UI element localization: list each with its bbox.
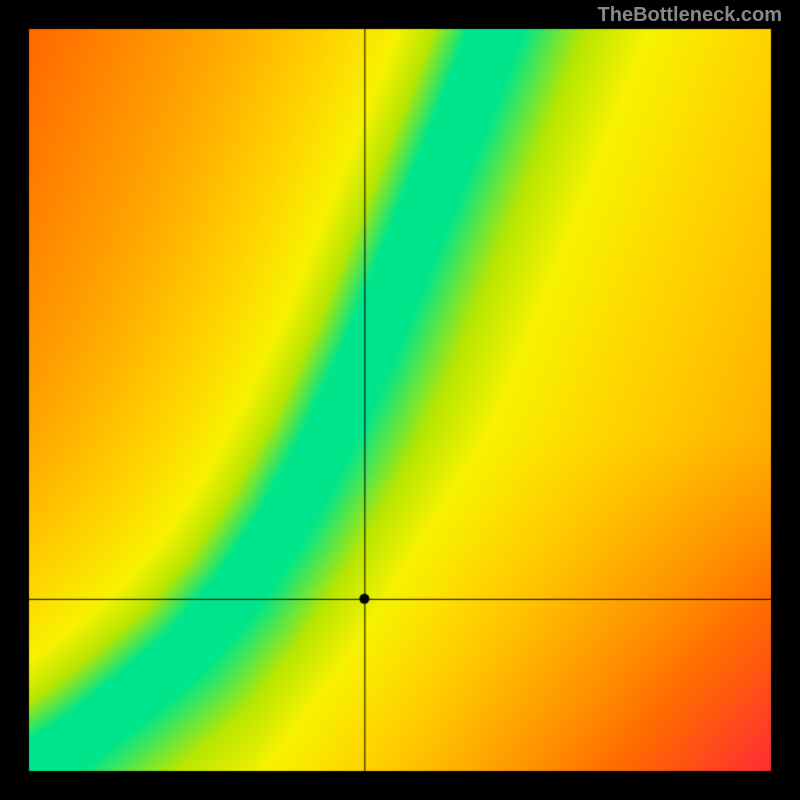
chart-container: TheBottleneck.com: [0, 0, 800, 800]
watermark-text: TheBottleneck.com: [598, 4, 782, 27]
heatmap-canvas: [0, 0, 800, 800]
